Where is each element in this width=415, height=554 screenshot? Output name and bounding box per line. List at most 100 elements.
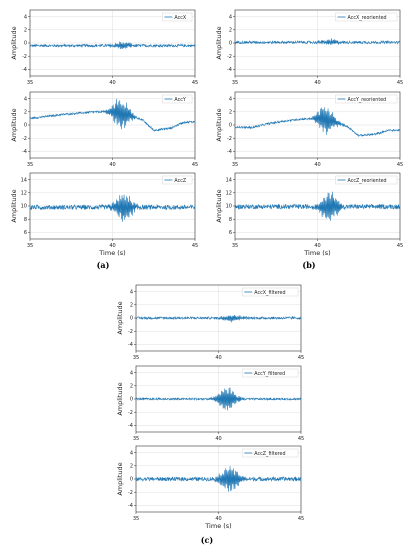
legend-box <box>242 448 299 458</box>
legend-box <box>335 175 398 185</box>
legend-label: AccY_filtered <box>254 371 285 377</box>
y-axis-label: Amplitude <box>215 189 223 222</box>
y-tick-label: 2 <box>229 110 232 116</box>
x-tick-label: 40 <box>109 162 115 168</box>
x-tick-label: 40 <box>314 243 320 249</box>
y-tick-label: 4 <box>130 370 133 376</box>
x-tick-label: 35 <box>232 162 238 168</box>
y-tick-label: 2 <box>24 110 27 116</box>
y-tick-label: 2 <box>130 464 133 470</box>
x-tick-label: 45 <box>397 243 403 249</box>
x-tick-label: 45 <box>298 355 304 361</box>
x-tick-label: 35 <box>133 436 139 442</box>
chart-8: 35 40 45 4 2 0 -2 -4 Amplitude Time (s) AccZ_filte… <box>116 445 304 530</box>
chart-7: 35 40 45 4 2 0 -2 -4 Amplitude AccY_filtered <box>116 365 304 442</box>
legend-box <box>242 287 299 297</box>
y-tick-label: -4 <box>128 423 133 429</box>
x-tick-label: 35 <box>27 162 33 168</box>
series-line-AccX <box>29 41 196 50</box>
legend-box <box>242 368 299 378</box>
x-tick-label: 40 <box>109 243 115 249</box>
x-tick-label: 35 <box>27 80 33 86</box>
y-tick-label: 4 <box>229 96 232 102</box>
y-tick-label: -2 <box>128 410 133 416</box>
legend-label: AccZ_reoriented <box>348 178 387 184</box>
x-tick-label: 35 <box>133 516 139 522</box>
x-tick-label: 40 <box>215 516 221 522</box>
y-tick-label: 4 <box>229 14 232 20</box>
series-line-AccX_filtered <box>135 314 302 323</box>
legend-label: AccZ_filtered <box>254 451 285 457</box>
y-tick-label: 10 <box>21 204 27 210</box>
y-tick-label: 0 <box>130 477 133 483</box>
x-tick-label: 45 <box>397 162 403 168</box>
y-tick-label: 4 <box>130 450 133 456</box>
y-tick-label: 4 <box>130 289 133 295</box>
x-tick-label: 35 <box>232 80 238 86</box>
x-tick-label: 40 <box>314 80 320 86</box>
y-tick-label: 0 <box>24 41 27 47</box>
y-tick-label: 12 <box>226 191 232 197</box>
y-tick-label: 10 <box>226 204 232 210</box>
x-tick-label: 35 <box>232 243 238 249</box>
y-axis-label: Amplitude <box>215 108 223 141</box>
y-tick-label: -4 <box>128 503 133 509</box>
series-line-AccY <box>29 98 196 132</box>
y-tick-label: -2 <box>227 54 232 60</box>
y-tick-label: -4 <box>128 342 133 348</box>
chart-5: 35 40 45 14 12 10 8 6 Amplitude Time (s) AccZ_reor… <box>215 172 403 257</box>
chart-1: 35 40 45 4 2 0 -2 -4 Amplitude AccY <box>10 91 198 168</box>
series-line-AccY_reoriented <box>234 107 401 138</box>
x-tick-label: 45 <box>298 516 304 522</box>
x-tick-label: 45 <box>192 162 198 168</box>
x-tick-label: 45 <box>192 80 198 86</box>
legend-label: AccX_reoriented <box>348 15 387 21</box>
y-tick-label: 2 <box>130 384 133 390</box>
y-tick-label: -2 <box>22 54 27 60</box>
series-line-AccZ <box>29 194 196 222</box>
chart-3: 35 40 45 4 2 0 -2 -4 Amplitude AccX_reoriented <box>215 9 403 86</box>
y-axis-label: Amplitude <box>10 189 18 222</box>
x-axis-label: Time (s) <box>204 522 231 530</box>
legend-label: AccZ <box>174 178 186 184</box>
x-axis-label: Time (s) <box>98 249 125 257</box>
chart-4: 35 40 45 4 2 0 -2 -4 Amplitude AccY_reoriented <box>215 91 403 168</box>
y-tick-label: 2 <box>229 28 232 34</box>
x-tick-label: 35 <box>133 355 139 361</box>
y-tick-label: 14 <box>226 177 232 183</box>
panel-label-a: (a) <box>96 260 110 270</box>
y-tick-label: -2 <box>128 490 133 496</box>
y-tick-label: 0 <box>229 41 232 47</box>
chart-0: 35 40 45 4 2 0 -2 -4 Amplitude AccX <box>10 9 198 86</box>
y-axis-label: Amplitude <box>215 26 223 59</box>
x-tick-label: 40 <box>215 355 221 361</box>
panel-label-c: (c) <box>200 535 214 545</box>
y-tick-label: -2 <box>227 136 232 142</box>
y-tick-label: 0 <box>130 397 133 403</box>
y-tick-label: -2 <box>22 136 27 142</box>
x-tick-label: 40 <box>109 80 115 86</box>
series-line-AccY_filtered <box>135 387 302 411</box>
y-tick-label: 4 <box>24 96 27 102</box>
y-tick-label: 2 <box>130 303 133 309</box>
series-line-AccZ_reoriented <box>234 191 401 221</box>
y-tick-label: 8 <box>229 217 232 223</box>
x-tick-label: 45 <box>397 80 403 86</box>
y-axis-label: Amplitude <box>10 26 18 59</box>
y-tick-label: -4 <box>22 67 27 73</box>
x-tick-label: 40 <box>215 436 221 442</box>
y-tick-label: 4 <box>24 14 27 20</box>
legend-box <box>162 12 193 22</box>
y-axis-label: Amplitude <box>116 462 124 495</box>
y-tick-label: 0 <box>24 123 27 129</box>
y-axis-label: Amplitude <box>116 382 124 415</box>
chart-2: 35 40 45 14 12 10 8 6 Amplitude Time (s) AccZ <box>10 172 198 257</box>
y-tick-label: 8 <box>24 217 27 223</box>
y-tick-label: 0 <box>130 316 133 322</box>
series-line-AccZ_filtered <box>135 466 302 492</box>
legend-box <box>335 12 398 22</box>
y-tick-label: -4 <box>227 149 232 155</box>
y-tick-label: -4 <box>227 67 232 73</box>
x-tick-label: 45 <box>192 243 198 249</box>
y-tick-label: 12 <box>21 191 27 197</box>
